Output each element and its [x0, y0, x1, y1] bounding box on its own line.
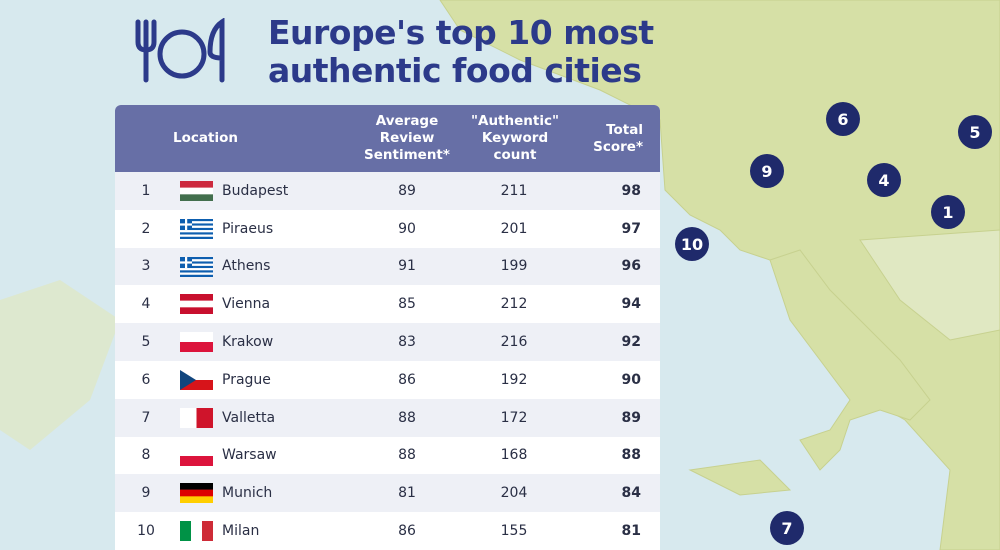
- keyword-count: 201: [500, 220, 528, 237]
- table-row: 4 Vienna 85 212 94: [115, 285, 660, 323]
- rank: 6: [141, 371, 151, 388]
- table-row: 8 Warsaw 88 168 88: [115, 437, 660, 475]
- flag: [180, 521, 213, 542]
- sentiment: 89: [398, 182, 416, 199]
- column-header: Average Review Sentiment*: [364, 113, 450, 163]
- flag: [180, 407, 213, 428]
- map-marker: 6: [826, 102, 860, 136]
- table-row: 1 Budapest 89 211 98: [115, 172, 660, 210]
- total-score: 88: [621, 447, 641, 464]
- keyword-count: 168: [500, 447, 528, 464]
- italy: [769, 249, 931, 471]
- city: Vienna: [222, 296, 271, 313]
- keyword-count: 216: [500, 334, 528, 351]
- flag: [180, 483, 213, 504]
- rank: 3: [141, 258, 151, 275]
- column-header: Total Score*: [593, 121, 643, 155]
- table-row: 2 Piraeus 90 201 97: [115, 210, 660, 248]
- total-score: 89: [621, 409, 641, 426]
- sentiment: 81: [398, 485, 416, 502]
- flag: [180, 445, 213, 466]
- map-marker: 1: [931, 195, 965, 229]
- rank: 9: [141, 485, 151, 502]
- total-score: 96: [621, 258, 641, 275]
- table-row: 3 Athens 91 199 96: [115, 247, 660, 286]
- city: Warsaw: [222, 447, 277, 464]
- flag: [180, 332, 213, 353]
- table-body: 1 Budapest 89 211 98 2 Piraeus 90 201 97 3 Athens 91…: [115, 172, 660, 550]
- title: Europe's top 10 most authentic food citi…: [268, 13, 654, 90]
- total-score: 81: [621, 523, 641, 540]
- keyword-count: 155: [500, 523, 528, 540]
- rank: 1: [141, 182, 151, 199]
- total-score: 92: [621, 334, 641, 351]
- rank: 4: [141, 296, 151, 313]
- sentiment: 88: [398, 409, 416, 426]
- city: Milan: [222, 523, 260, 540]
- land-west: [0, 280, 120, 450]
- table-row: 6 Prague 86 192 90: [115, 361, 660, 399]
- flag: [180, 181, 213, 201]
- city: Munich: [222, 485, 273, 502]
- map-marker: 4: [867, 163, 901, 197]
- map-marker: 7: [770, 511, 804, 545]
- total-score: 97: [621, 220, 641, 237]
- city: Piraeus: [222, 220, 274, 237]
- table-row: 5 Krakow 83 216 92: [115, 323, 660, 361]
- keyword-count: 211: [500, 182, 528, 199]
- table-row: 7 Valletta 88 172 89: [115, 398, 660, 437]
- keyword-count: 172: [500, 409, 528, 426]
- city: Budapest: [222, 182, 289, 199]
- ranking-table: Location Average Review Sentiment* "Auth…: [115, 105, 660, 550]
- sentiment: 90: [398, 220, 416, 237]
- total-score: 90: [621, 371, 641, 388]
- map-marker: 5: [958, 115, 992, 149]
- cutlery-icon: [135, 18, 225, 83]
- flag: [180, 294, 213, 315]
- keyword-count: 199: [500, 258, 528, 275]
- rank: 10: [137, 523, 155, 540]
- flag: [180, 369, 213, 390]
- total-score: 94: [621, 296, 641, 313]
- map-marker: 9: [750, 154, 784, 188]
- city: Athens: [222, 258, 271, 275]
- total-score: 84: [621, 485, 641, 502]
- table-row: 10 Milan 86 155 81: [115, 512, 660, 550]
- column-header: "Authentic" Keyword count: [470, 113, 560, 163]
- sentiment: 86: [398, 523, 416, 540]
- rank: 5: [141, 334, 151, 351]
- balkans: [859, 229, 1000, 341]
- city: Prague: [222, 371, 271, 388]
- table-row: 9 Munich 81 204 84: [115, 474, 660, 513]
- table-header: Location Average Review Sentiment* "Auth…: [115, 105, 660, 172]
- keyword-count: 204: [500, 485, 528, 502]
- flag: [180, 218, 213, 239]
- keyword-count: 212: [500, 296, 528, 313]
- sentiment: 83: [398, 334, 416, 351]
- island: [688, 459, 792, 496]
- sentiment: 85: [398, 296, 416, 313]
- rank: 7: [141, 409, 151, 426]
- total-score: 98: [621, 182, 641, 199]
- sentiment: 86: [398, 371, 416, 388]
- city: Krakow: [222, 334, 274, 351]
- sentiment: 88: [398, 447, 416, 464]
- rank: 2: [141, 220, 151, 237]
- city: Valletta: [222, 409, 276, 426]
- sentiment: 91: [398, 258, 416, 275]
- column-header: Location: [173, 130, 238, 146]
- flag: [180, 256, 213, 277]
- map-marker: 10: [675, 227, 709, 261]
- rank: 8: [141, 447, 151, 464]
- keyword-count: 192: [500, 371, 528, 388]
